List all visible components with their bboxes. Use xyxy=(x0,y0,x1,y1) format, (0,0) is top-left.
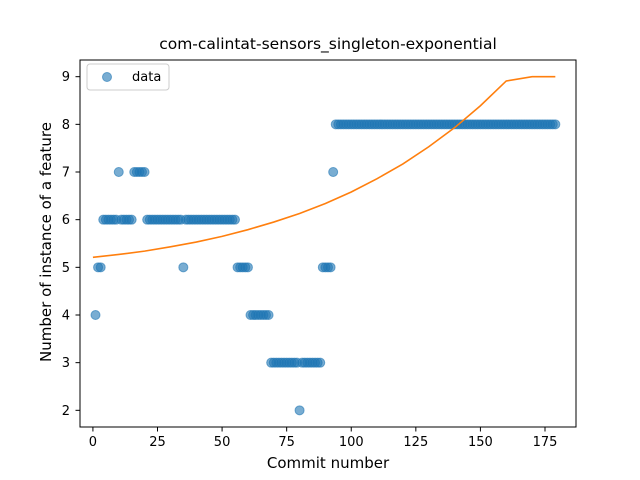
data-point xyxy=(90,309,101,320)
data-point xyxy=(126,214,137,225)
y-tick-label: 3 xyxy=(62,356,70,371)
data-point xyxy=(263,309,274,320)
x-tick-label: 175 xyxy=(533,435,558,450)
y-tick-label: 6 xyxy=(62,213,70,228)
data-point xyxy=(550,119,561,130)
axes: 0 25 50 75 100 125 150 175 2 3 4 5 6 7 8 9 xyxy=(62,59,577,450)
plot-area xyxy=(90,75,561,416)
data-point xyxy=(328,167,339,178)
data-point xyxy=(178,262,189,273)
legend-label: data xyxy=(132,70,161,85)
x-axis-label: Commit number xyxy=(267,454,390,472)
data-point xyxy=(113,167,124,178)
data-point xyxy=(230,214,240,225)
y-tick-label: 7 xyxy=(62,166,70,181)
x-tick-label: 25 xyxy=(149,435,166,450)
data-point xyxy=(315,357,326,368)
axes-frame xyxy=(79,59,577,428)
y-tick-label: 2 xyxy=(62,404,70,419)
x-tick-label: 150 xyxy=(468,435,493,450)
legend-marker xyxy=(102,72,112,82)
x-tick-label: 100 xyxy=(339,435,364,450)
data-point xyxy=(294,405,305,416)
y-axis-label: Number of instance of a feature xyxy=(37,122,55,362)
chart-title: com-calintat-sensors_singleton-exponenti… xyxy=(159,35,497,54)
data-point xyxy=(242,262,253,273)
data-point xyxy=(139,167,150,178)
data-point xyxy=(325,262,336,273)
y-tick-label: 8 xyxy=(62,118,70,133)
y-tick-label: 5 xyxy=(62,261,70,276)
x-tick-label: 125 xyxy=(403,435,428,450)
legend-frame xyxy=(86,63,170,91)
x-tick-label: 75 xyxy=(278,435,295,450)
y-tick-label: 9 xyxy=(62,70,70,85)
x-tick-label: 50 xyxy=(214,435,231,450)
x-tick-label: 0 xyxy=(89,435,97,450)
y-tick-label: 4 xyxy=(62,308,70,323)
fit-line xyxy=(92,75,556,259)
data-point xyxy=(95,262,106,273)
legend: data xyxy=(86,63,170,91)
